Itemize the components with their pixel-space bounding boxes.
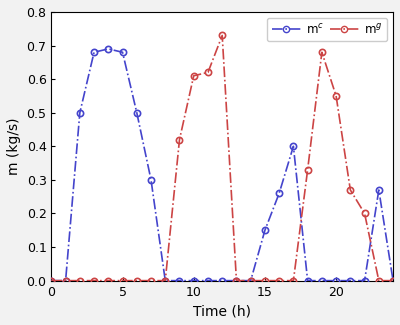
X-axis label: Time (h): Time (h) xyxy=(193,304,251,318)
Y-axis label: m (kg/s): m (kg/s) xyxy=(7,118,21,175)
Legend: m$^c$, m$^g$: m$^c$, m$^g$ xyxy=(267,18,387,41)
